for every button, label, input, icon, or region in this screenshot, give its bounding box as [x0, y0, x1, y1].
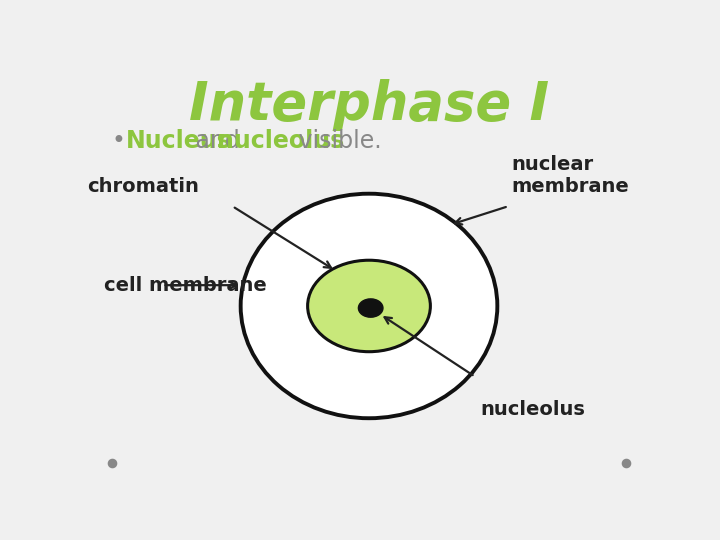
Text: Interphase I: Interphase I [189, 79, 549, 131]
Circle shape [359, 299, 383, 317]
Ellipse shape [307, 260, 431, 352]
Text: and: and [188, 129, 247, 153]
Text: Nucleus: Nucleus [126, 129, 232, 153]
Text: nucleolus: nucleolus [481, 400, 585, 419]
Text: nuclear
membrane: nuclear membrane [511, 155, 629, 196]
Text: nucleolus: nucleolus [217, 129, 344, 153]
Text: visible.: visible. [291, 129, 382, 153]
Text: chromatin: chromatin [87, 177, 199, 196]
Point [107, 459, 118, 468]
Ellipse shape [240, 194, 498, 418]
Text: •: • [112, 129, 134, 153]
Point [620, 459, 631, 468]
Text: cell membrane: cell membrane [104, 276, 266, 295]
